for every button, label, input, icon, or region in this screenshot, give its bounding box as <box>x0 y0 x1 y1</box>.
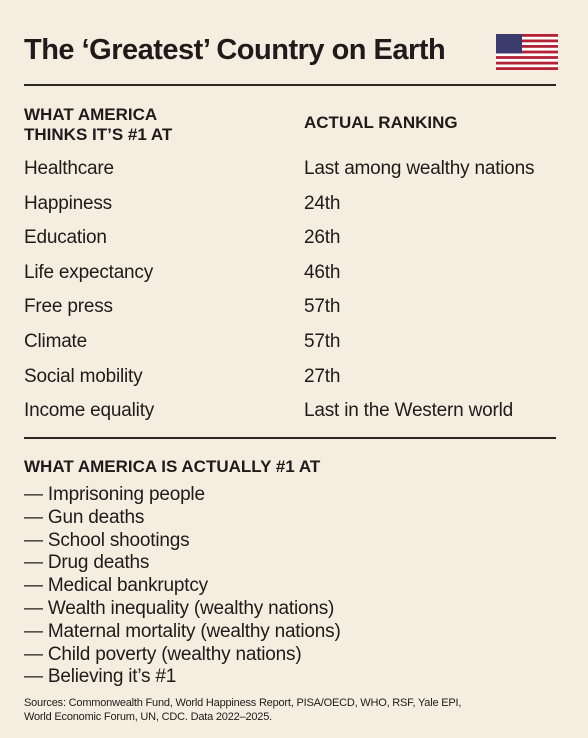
row-label: Happiness <box>24 192 112 214</box>
list-item: — Medical bankruptcy <box>24 575 208 597</box>
us-flag <box>496 34 558 70</box>
list-item: — Believing it’s #1 <box>24 666 177 688</box>
divider <box>24 437 556 439</box>
list-item: — Gun deaths <box>24 506 145 528</box>
sources: Sources: Commonwealth Fund, World Happin… <box>24 697 462 723</box>
ranking: 57th <box>304 296 341 318</box>
ranking: Last among wealthy nations <box>304 158 535 179</box>
ranking: 24th <box>304 192 341 214</box>
row-label: Income equality <box>24 400 155 422</box>
title: The ‘Greatest’ Country on Earth <box>24 34 446 66</box>
ranking: 46th <box>304 261 341 283</box>
list-item: — Child poverty (wealthy nations) <box>24 643 302 665</box>
row-label: Free press <box>24 296 113 318</box>
ranking: Last in the Western world <box>304 400 514 422</box>
list-item: — Maternal mortality (wealthy nations) <box>24 620 341 642</box>
row-label: Healthcare <box>24 158 114 179</box>
list-item: — Drug deaths <box>24 552 150 574</box>
divider <box>24 84 556 86</box>
column-header: ACTUAL RANKING <box>304 113 458 132</box>
section-title: WHAT AMERICA IS ACTUALLY #1 AT <box>24 457 321 476</box>
list-item: — Imprisoning people <box>24 484 205 505</box>
row-label: Life expectancy <box>24 261 154 283</box>
column-header: WHAT AMERICA THINKS IT’S #1 AT <box>24 105 173 144</box>
row-label: Climate <box>24 331 88 352</box>
row-label: Education <box>24 227 107 249</box>
row-label: Social mobility <box>24 365 143 387</box>
ranking: 57th <box>304 331 341 352</box>
list-item: — School shootings <box>24 529 190 551</box>
ranking: 26th <box>304 227 341 249</box>
list-item: — Wealth inequality (wealthy nations) <box>24 598 335 619</box>
ranking: 27th <box>304 365 341 387</box>
